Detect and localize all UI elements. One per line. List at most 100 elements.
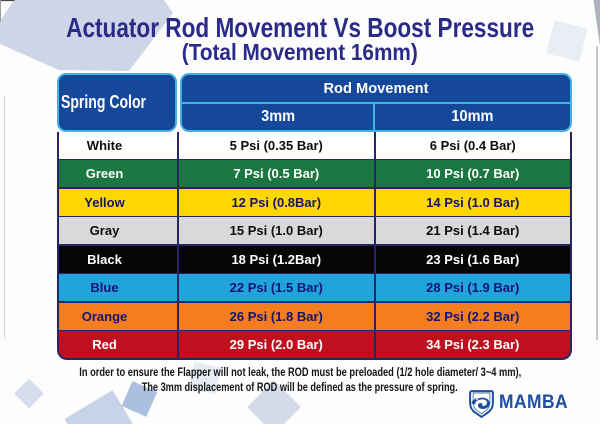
spring-color-cell: Yellow xyxy=(59,189,177,216)
pressure-value-text: 12 Psi (0.8Bar) xyxy=(231,194,322,210)
psi-3mm-cell: 15 Psi (1.0 Bar) xyxy=(179,217,375,244)
pressure-value-text: 21 Psi (1.4 Bar) xyxy=(426,223,520,239)
header-subcolumns: 3mm 10mm xyxy=(182,104,570,130)
spring-color-text: White xyxy=(86,137,123,153)
page-subtitle: (Total Movement 16mm) xyxy=(0,39,600,66)
psi-10mm-cell: 32 Psi (2.2 Bar) xyxy=(376,303,571,330)
decor-bottom-center-diamond xyxy=(247,380,301,424)
pressure-value-text: 28 Psi (1.9 Bar) xyxy=(426,280,520,296)
column-divider xyxy=(374,132,376,159)
table-row-red: Red 29 Psi (2.0 Bar) 34 Psi (2.3 Bar) xyxy=(59,331,570,358)
column-divider xyxy=(177,132,179,159)
column-divider xyxy=(374,245,376,273)
rod-movement-label: Rod Movement xyxy=(323,80,429,97)
decor-bottom-left-small-square xyxy=(121,381,158,417)
footer-text: The 3mm displacement of ROD will be defi… xyxy=(141,379,458,394)
header-vertical-divider xyxy=(373,104,376,130)
mamba-logo-text: MAMBA xyxy=(499,392,568,413)
pressure-value-text: 14 Psi (1.0 Bar) xyxy=(426,194,520,210)
column-divider xyxy=(177,245,179,273)
spring-color-text: Green xyxy=(85,166,124,182)
pressure-value-text: 10 Psi (0.7 Bar) xyxy=(426,166,520,182)
decor-footer-faint-square xyxy=(188,361,222,395)
column-divider xyxy=(374,331,376,358)
psi-3mm-cell: 12 Psi (0.8Bar) xyxy=(179,189,375,216)
header-rod-movement: Rod Movement xyxy=(182,75,570,102)
spring-color-text: Blue xyxy=(90,280,119,296)
table-row-black: Black 18 Psi (1.2Bar) 23 Psi (1.6 Bar) xyxy=(59,245,571,273)
table-row-green: Green 7 Psi (0.5 Bar) 10 Psi (0.7 Bar) xyxy=(59,160,571,188)
decor-top-right-square xyxy=(546,20,588,62)
header-rod-movement-group: Rod Movement 3mm 10mm xyxy=(180,73,572,132)
psi-10mm-cell: 21 Psi (1.4 Bar) xyxy=(376,217,571,244)
pressure-value-text: 29 Psi (2.0 Bar) xyxy=(229,337,323,353)
col-3mm-label: 3mm xyxy=(260,108,295,125)
header-3mm: 3mm xyxy=(182,104,373,130)
spring-color-cell: Gray xyxy=(59,217,177,244)
psi-3mm-cell: 29 Psi (2.0 Bar) xyxy=(179,331,375,358)
psi-3mm-cell: 18 Psi (1.2Bar) xyxy=(179,246,375,273)
psi-10mm-cell: 28 Psi (1.9 Bar) xyxy=(376,274,571,301)
pressure-value-text: 26 Psi (1.8 Bar) xyxy=(229,308,323,324)
decor-top-right-corner-wedge xyxy=(593,0,600,46)
psi-3mm-cell: 5 Psi (0.35 Bar) xyxy=(179,132,375,159)
column-divider xyxy=(374,160,376,188)
footer-text: In order to ensure the Flapper will not … xyxy=(79,364,521,379)
spring-color-label: Spring Color xyxy=(60,92,146,112)
psi-10mm-cell: 10 Psi (0.7 Bar) xyxy=(376,160,571,187)
spring-color-cell: Orange xyxy=(59,303,177,330)
psi-10mm-cell: 34 Psi (2.3 Bar) xyxy=(376,331,571,358)
pressure-value-text: 6 Psi (0.4 Bar) xyxy=(429,137,516,153)
table-row-orange: Orange 26 Psi (1.8 Bar) 32 Psi (2.2 Bar) xyxy=(59,302,571,330)
col-10mm-label: 10mm xyxy=(451,108,494,125)
footer-note-line1: In order to ensure the Flapper will not … xyxy=(0,365,600,379)
psi-3mm-cell: 22 Psi (1.5 Bar) xyxy=(179,274,375,301)
column-divider xyxy=(177,160,179,188)
page-title: Actuator Rod Movement Vs Boost Pressure xyxy=(0,12,600,44)
table-row-blue: Blue 22 Psi (1.5 Bar) 28 Psi (1.9 Bar) xyxy=(59,274,571,302)
pressure-value-text: 18 Psi (1.2Bar) xyxy=(231,251,322,267)
psi-3mm-cell: 26 Psi (1.8 Bar) xyxy=(179,303,375,330)
spring-color-text: Black xyxy=(87,251,122,267)
psi-10mm-cell: 6 Psi (0.4 Bar) xyxy=(376,132,571,159)
header-10mm: 10mm xyxy=(375,104,570,130)
column-divider xyxy=(177,217,179,245)
psi-3mm-cell: 7 Psi (0.5 Bar) xyxy=(179,160,375,187)
spring-color-cell: Green xyxy=(59,160,177,187)
pressure-value-text: 32 Psi (2.2 Bar) xyxy=(426,308,520,324)
header-spring-color: Spring Color xyxy=(57,73,177,132)
table-row-yellow: Yellow 12 Psi (0.8Bar) 14 Psi (1.0 Bar) xyxy=(59,188,571,216)
spring-color-text: Gray xyxy=(89,223,120,239)
psi-10mm-cell: 23 Psi (1.6 Bar) xyxy=(376,246,571,273)
title-text: Actuator Rod Movement Vs Boost Pressure xyxy=(66,12,534,43)
column-divider xyxy=(177,188,179,216)
decor-top-left-polygon xyxy=(0,0,173,71)
spring-color-text: Yellow xyxy=(84,194,125,210)
pressure-value-text: 23 Psi (1.6 Bar) xyxy=(426,251,520,267)
pressure-value-text: 22 Psi (1.5 Bar) xyxy=(229,280,323,296)
column-divider xyxy=(177,331,179,358)
header-horizontal-divider xyxy=(182,102,570,104)
column-divider xyxy=(374,217,376,245)
mamba-snake-shield-icon xyxy=(469,390,494,418)
column-divider xyxy=(374,274,376,302)
decor-bottom-left-big-square xyxy=(64,390,142,424)
column-divider xyxy=(177,274,179,302)
table-row-gray: Gray 15 Psi (1.0 Bar) 21 Psi (1.4 Bar) xyxy=(59,217,571,245)
table-row-white: White 5 Psi (0.35 Bar) 6 Psi (0.4 Bar) xyxy=(59,132,570,159)
spring-color-text: Red xyxy=(92,337,117,353)
spring-table-body: White 5 Psi (0.35 Bar) 6 Psi (0.4 Bar) G… xyxy=(57,132,572,360)
pressure-value-text: 5 Psi (0.35 Bar) xyxy=(229,137,323,153)
pressure-value-text: 15 Psi (1.0 Bar) xyxy=(229,223,323,239)
column-divider xyxy=(177,302,179,330)
spring-color-cell: White xyxy=(59,132,177,159)
decor-bottom-left-diamond xyxy=(14,378,44,409)
subtitle-text: (Total Movement 16mm) xyxy=(182,39,418,65)
pressure-value-text: 34 Psi (2.3 Bar) xyxy=(426,337,520,353)
psi-10mm-cell: 14 Psi (1.0 Bar) xyxy=(376,189,571,216)
spring-color-cell: Black xyxy=(59,246,177,273)
pressure-value-text: 7 Psi (0.5 Bar) xyxy=(233,166,320,182)
column-divider xyxy=(374,302,376,330)
footer-note-line2: The 3mm displacement of ROD will be defi… xyxy=(0,380,600,394)
